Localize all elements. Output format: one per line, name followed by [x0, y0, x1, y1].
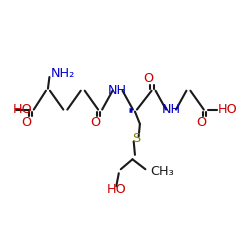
Text: NH: NH: [108, 84, 127, 97]
Text: O: O: [90, 116, 100, 129]
Text: O: O: [22, 116, 32, 129]
Text: O: O: [144, 72, 154, 85]
Text: S: S: [132, 132, 140, 145]
Text: NH: NH: [162, 103, 180, 116]
Text: HO: HO: [107, 183, 127, 196]
Text: O: O: [196, 116, 206, 129]
Text: CH₃: CH₃: [150, 165, 174, 178]
Text: HO: HO: [13, 103, 32, 116]
Text: HO: HO: [218, 103, 238, 116]
Text: NH₂: NH₂: [50, 67, 75, 80]
